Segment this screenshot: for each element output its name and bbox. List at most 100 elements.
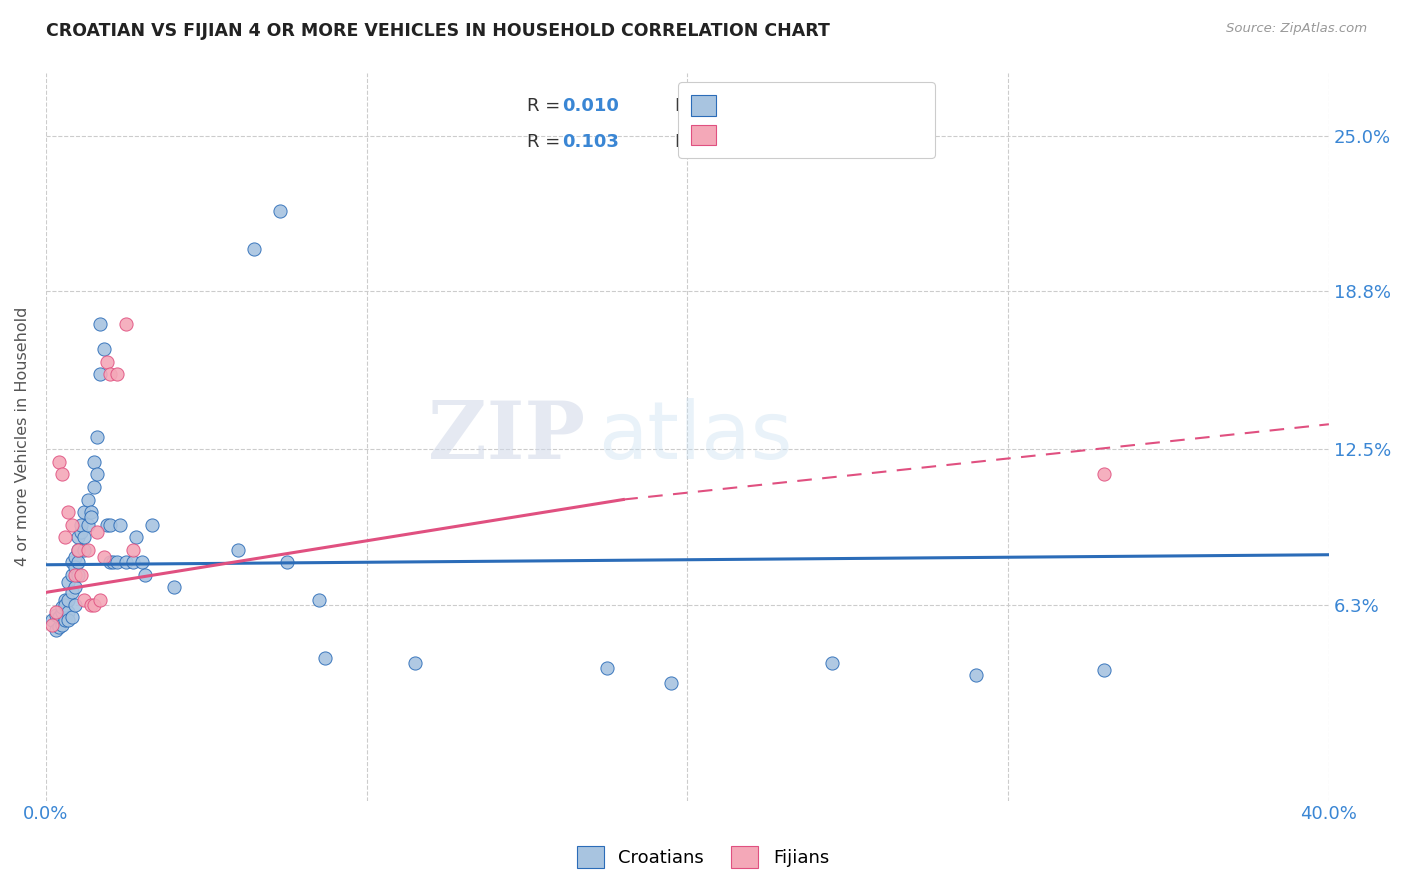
Point [98, 555, 121, 569]
Point [276, 555, 298, 569]
Point [76, 517, 98, 532]
Point [89, 367, 111, 381]
Point [67, 567, 90, 582]
Point [70, 517, 93, 532]
Point [98, 517, 121, 532]
Point [63, 580, 86, 594]
Point [96, 354, 118, 368]
Point [60, 567, 83, 582]
Text: N =: N = [675, 96, 714, 115]
Point [83, 455, 105, 469]
Point [228, 542, 250, 557]
Point [63, 560, 86, 574]
Point [51, 606, 73, 620]
Point [86, 430, 108, 444]
Point [41, 618, 63, 632]
Point [121, 555, 143, 569]
Point [48, 455, 70, 469]
Point [63, 567, 86, 582]
Point [131, 555, 153, 569]
Point [70, 567, 93, 582]
Point [73, 593, 96, 607]
Point [163, 580, 186, 594]
Point [67, 542, 90, 557]
Point [58, 575, 80, 590]
Point [89, 317, 111, 331]
Point [105, 555, 128, 569]
Text: ZIP: ZIP [427, 398, 585, 475]
Point [76, 492, 98, 507]
Point [269, 204, 291, 219]
Point [89, 593, 111, 607]
Point [308, 593, 330, 607]
Point [60, 585, 83, 599]
Point [51, 467, 73, 482]
Point [53, 530, 76, 544]
Legend: Croatians, Fijians: Croatians, Fijians [567, 835, 839, 879]
Text: N =: N = [675, 133, 714, 151]
Point [60, 555, 83, 569]
Point [96, 517, 118, 532]
Point [80, 598, 103, 612]
Point [965, 668, 987, 682]
Point [404, 656, 426, 670]
Point [53, 613, 76, 627]
Text: CROATIAN VS FIJIAN 4 OR MORE VEHICLES IN HOUSEHOLD CORRELATION CHART: CROATIAN VS FIJIAN 4 OR MORE VEHICLES IN… [46, 22, 831, 40]
Point [51, 600, 73, 615]
Point [83, 598, 105, 612]
Point [48, 610, 70, 624]
Point [86, 467, 108, 482]
Point [105, 367, 128, 381]
Point [314, 650, 336, 665]
Point [67, 530, 90, 544]
Point [73, 530, 96, 544]
Point [243, 242, 266, 256]
Point [67, 542, 90, 557]
Point [63, 598, 86, 612]
Point [115, 317, 138, 331]
Point [45, 607, 67, 622]
Point [76, 542, 98, 557]
Point [45, 623, 67, 637]
Text: Source: ZipAtlas.com: Source: ZipAtlas.com [1226, 22, 1367, 36]
Point [58, 505, 80, 519]
Y-axis label: 4 or more Vehicles in Household: 4 or more Vehicles in Household [15, 307, 30, 566]
Point [1092, 663, 1115, 677]
Point [41, 613, 63, 627]
Point [58, 613, 80, 627]
Point [821, 656, 844, 670]
Point [63, 550, 86, 565]
Text: R =: R = [527, 133, 567, 151]
Point [60, 517, 83, 532]
Point [121, 542, 143, 557]
Point [141, 517, 163, 532]
Text: 23: 23 [709, 133, 733, 151]
Legend:                                   ,                                   : , [678, 82, 935, 158]
Point [93, 342, 115, 356]
Text: 0.010: 0.010 [562, 96, 619, 115]
Point [73, 505, 96, 519]
Point [53, 598, 76, 612]
Point [58, 593, 80, 607]
Point [45, 606, 67, 620]
Point [115, 555, 138, 569]
Text: R =: R = [527, 96, 567, 115]
Point [73, 542, 96, 557]
Text: 0.103: 0.103 [562, 133, 619, 151]
Point [661, 675, 683, 690]
Point [134, 567, 156, 582]
Point [93, 550, 115, 565]
Point [103, 555, 125, 569]
Point [83, 480, 105, 494]
Point [67, 555, 90, 569]
Point [60, 610, 83, 624]
Text: atlas: atlas [598, 398, 792, 475]
Point [98, 367, 121, 381]
Point [108, 517, 131, 532]
Point [48, 620, 70, 634]
Point [58, 606, 80, 620]
Text: 68: 68 [709, 96, 733, 115]
Point [1092, 467, 1115, 482]
Point [86, 525, 108, 540]
Point [80, 505, 103, 519]
